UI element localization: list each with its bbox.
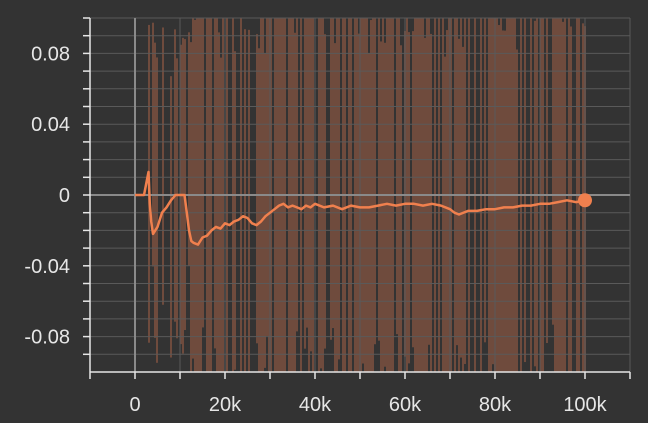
raw-noise-band (498, 25, 500, 372)
x-tick-label: 20k (209, 394, 242, 416)
raw-noise-band (202, 18, 204, 328)
x-tick-label: 60k (389, 394, 422, 416)
raw-noise-band (358, 33, 360, 373)
raw-noise-band (534, 20, 536, 367)
raw-noise-band (380, 41, 382, 372)
raw-noise-band (408, 32, 410, 364)
grid-layer (89, 17, 631, 372)
raw-noise-band (570, 26, 572, 372)
raw-noise-band (492, 18, 494, 365)
raw-noise-band (460, 18, 462, 358)
raw-noise-band (218, 32, 220, 373)
raw-noise-band (562, 21, 564, 372)
raw-noise-band (374, 18, 376, 345)
raw-noise-band (154, 42, 156, 338)
raw-noise-band (400, 45, 402, 372)
raw-noise-band (296, 18, 298, 332)
raw-noise-band (306, 18, 308, 328)
raw-noise-band (396, 18, 398, 335)
raw-noise-band (176, 58, 178, 339)
raw-noise-band (332, 18, 334, 329)
raw-noise-band (330, 18, 332, 340)
raw-noise-band (320, 18, 322, 369)
raw-noise-band (546, 18, 548, 344)
raw-noise-band (524, 18, 526, 363)
raw-noise-band (190, 42, 192, 373)
raw-noise-band (188, 32, 190, 266)
raw-noise-band (294, 32, 296, 372)
raw-noise-band (462, 46, 464, 372)
raw-noise-band (484, 18, 486, 343)
raw-noise-band (184, 39, 186, 330)
raw-noise-band (446, 30, 448, 373)
raw-noise-band (256, 34, 258, 344)
raw-noise-band (310, 18, 312, 352)
tick-label-layer: 0 20k 40k 60k 80k 100k 0.08 0.04 0 -0.04 -0.08 (24, 43, 607, 416)
raw-noise-band (162, 27, 164, 305)
raw-noise-band (214, 18, 216, 349)
series-line (135, 170, 586, 246)
raw-noise-band (362, 18, 364, 364)
raw-noise-band (156, 57, 158, 363)
y-tick-label: -0.04 (24, 256, 70, 278)
raw-noise-band (234, 51, 236, 370)
raw-noise-band (444, 56, 446, 373)
raw-noise-band (456, 18, 458, 346)
y-tick-label: 0.08 (31, 43, 70, 65)
raw-noise-band (516, 49, 518, 373)
y-tick-label: 0.04 (31, 114, 70, 136)
raw-noise-band (324, 34, 326, 349)
raw-noise-band (378, 18, 380, 341)
raw-noise-band (338, 18, 340, 360)
raw-noise-band (552, 18, 554, 325)
raw-noise-band (248, 29, 250, 373)
raw-noise-band (170, 76, 172, 358)
raw-noise-band (264, 53, 266, 368)
raw-noise-band (428, 18, 430, 345)
raw-noise-band (152, 22, 154, 267)
raw-noise-band (304, 18, 306, 349)
raw-noise-band (458, 38, 460, 372)
y-tick-label: -0.08 (24, 327, 70, 349)
raw-noise-band (258, 48, 260, 372)
x-tick-label: 80k (479, 394, 512, 416)
y-tick-label: 0 (59, 185, 70, 207)
series-layer (135, 170, 592, 246)
raw-noise-band (412, 31, 414, 348)
raw-noise-band (464, 18, 466, 364)
raw-noise-band (370, 20, 372, 373)
x-tick-label: 0 (129, 394, 140, 416)
raw-noise-band (174, 29, 176, 322)
raw-noise-band (502, 30, 504, 372)
x-tick-label: 100k (563, 394, 607, 416)
raw-noise-band (192, 18, 194, 359)
raw-noise-band (220, 57, 222, 373)
x-tick-label: 40k (299, 394, 332, 416)
raw-noise-band (244, 29, 246, 372)
series-end-point (578, 193, 592, 208)
raw-noise-band (504, 30, 506, 372)
